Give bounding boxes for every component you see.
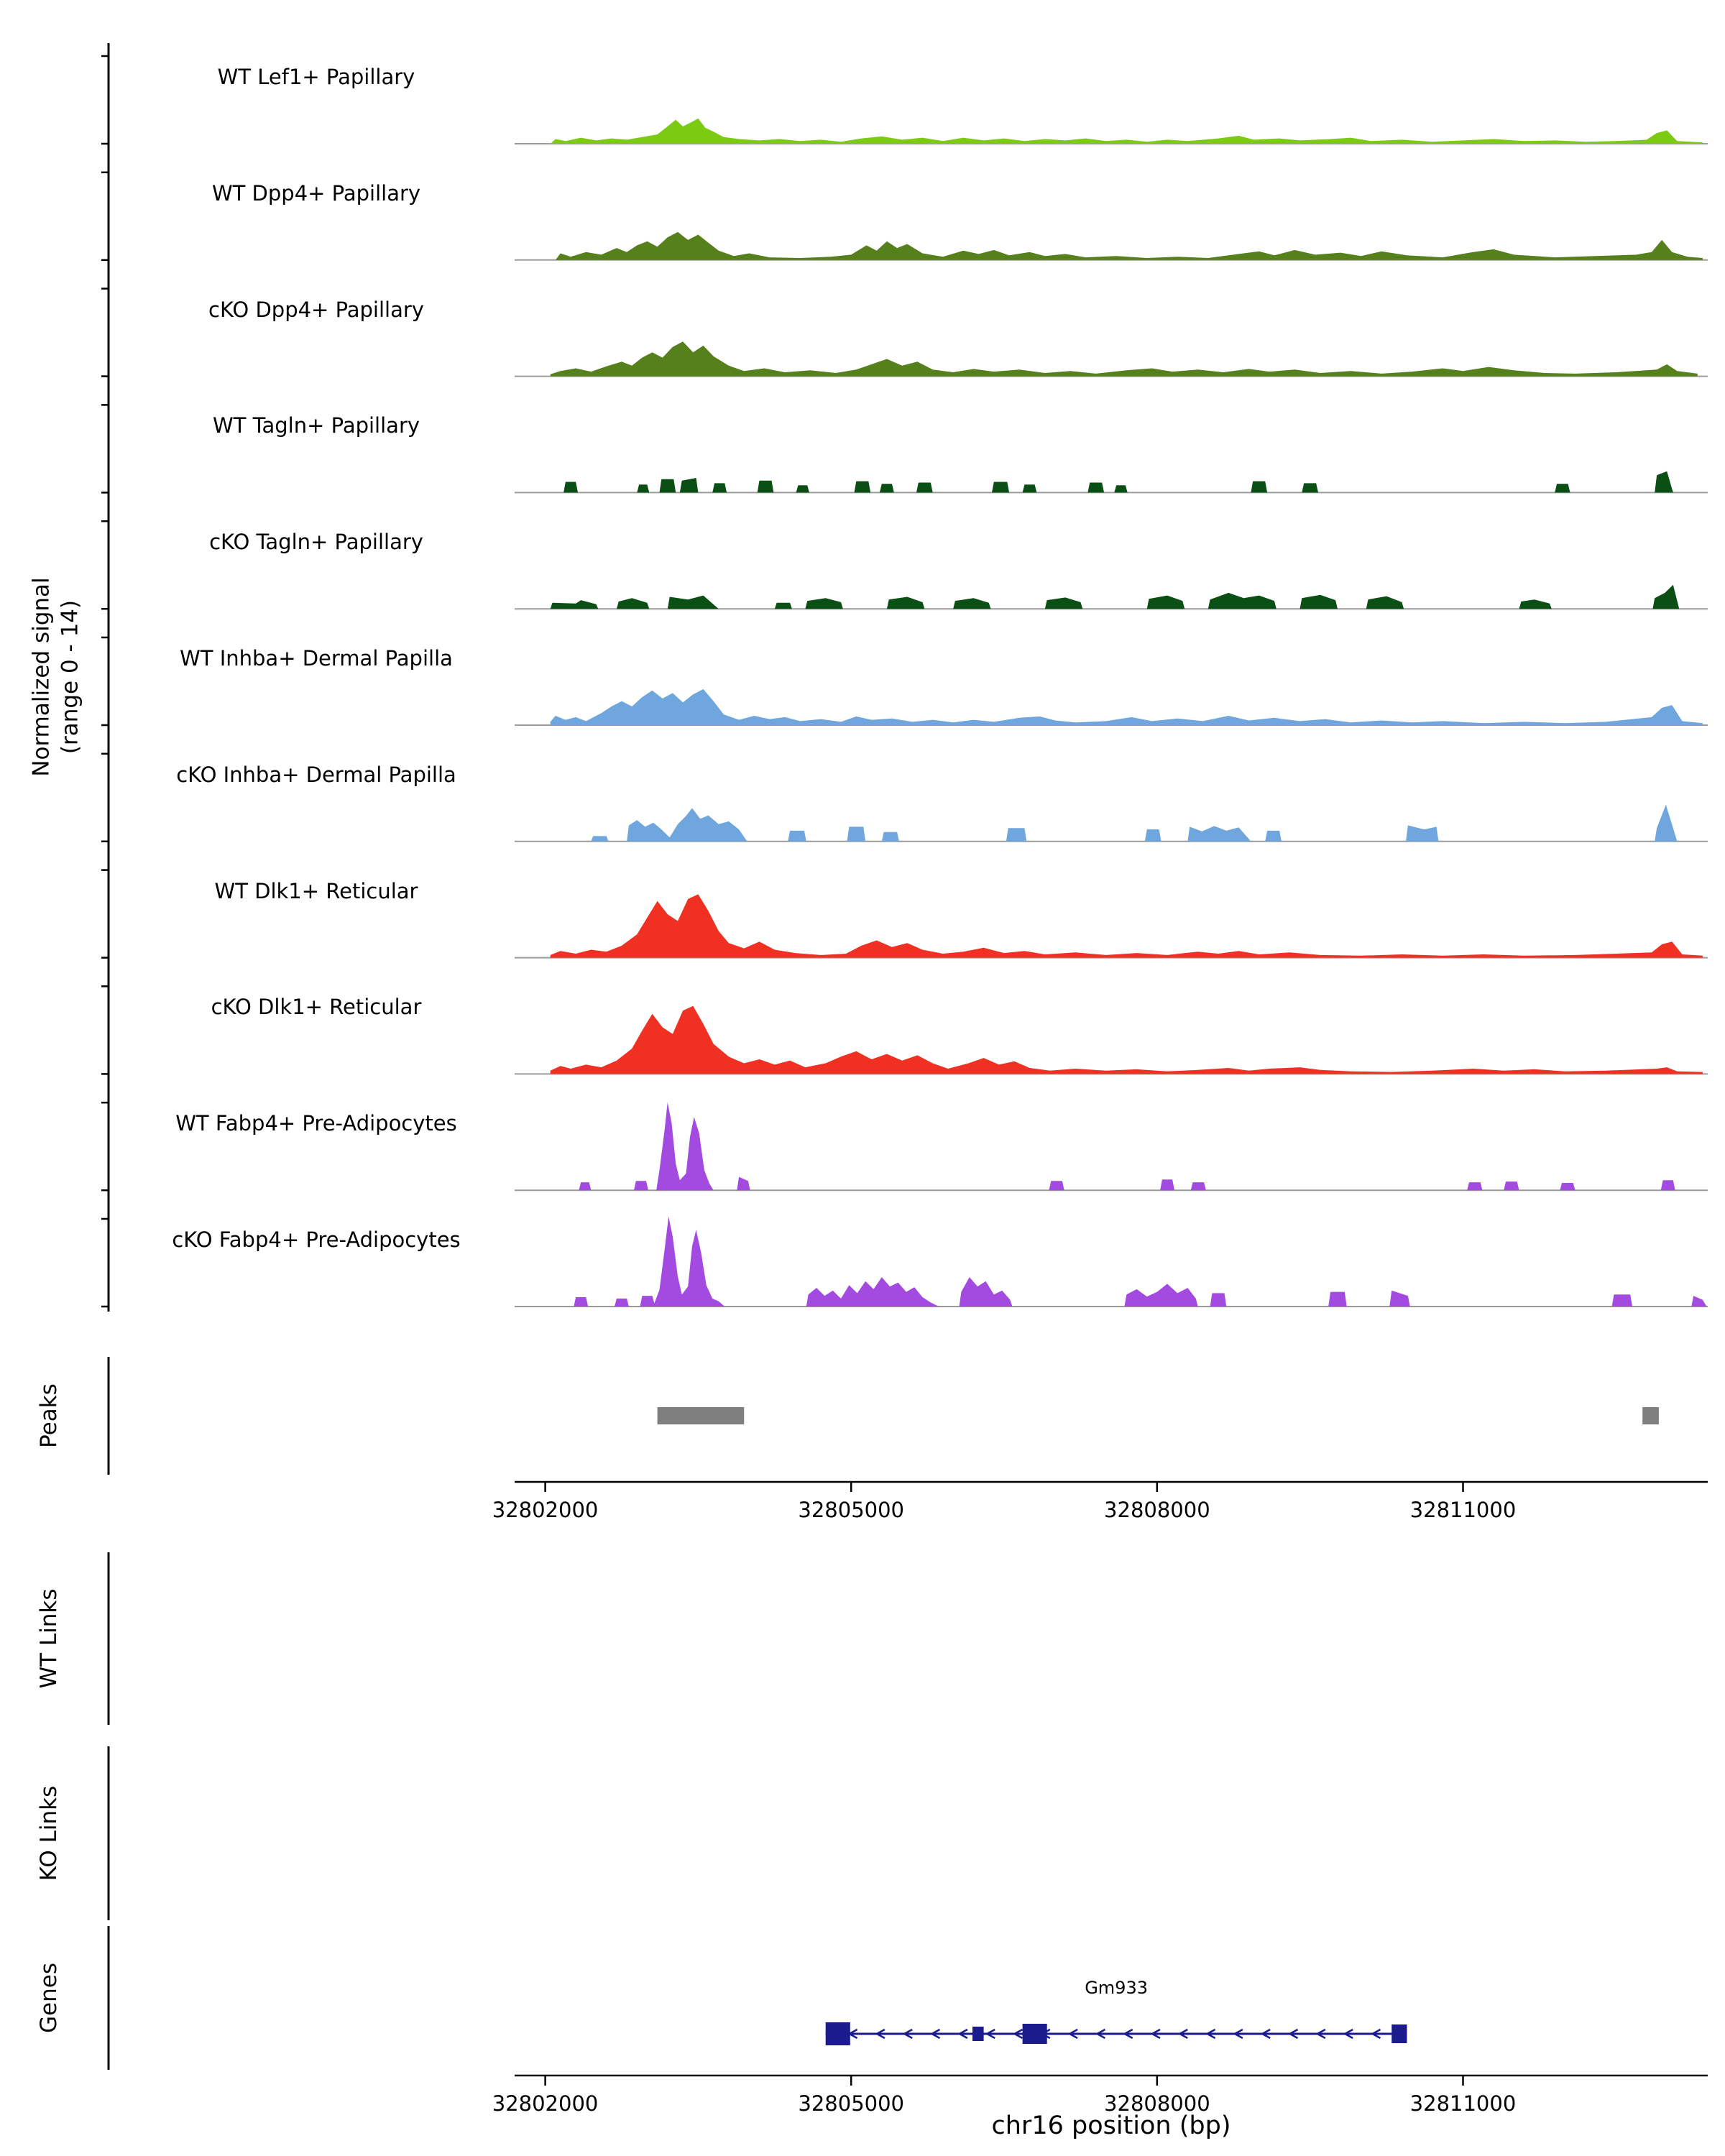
strand-arrow-left <box>929 2028 941 2040</box>
strand-arrow-left <box>1067 2028 1078 2040</box>
strand-arrow-left <box>902 2028 913 2040</box>
signal-area <box>579 1102 1703 1191</box>
strand-arrow-left <box>1123 2028 1133 2040</box>
wt-links-section-label: WT Links <box>35 1588 62 1689</box>
y-axis-label-line2: (range 0 - 14) <box>58 599 83 755</box>
strand-arrow-left <box>1260 2028 1271 2040</box>
signal-area <box>550 1005 1703 1074</box>
strand-arrow-left <box>985 2028 995 2040</box>
gene-exon <box>1392 2024 1407 2043</box>
signal-area <box>591 804 1703 842</box>
strand-arrow-left <box>957 2028 968 2040</box>
y-axis-label: Normalized signal (range 0 - 14) <box>27 577 86 776</box>
strand-arrow-left <box>1012 2028 1024 2040</box>
signal-area <box>550 341 1698 377</box>
signal-area <box>550 688 1703 725</box>
strand-arrow-left <box>1370 2028 1381 2040</box>
strand-arrow-left <box>1315 2028 1326 2040</box>
signal-area <box>550 118 1703 144</box>
gene-exon <box>972 2027 984 2041</box>
signal-area <box>550 584 1703 609</box>
ko-links-section-label: KO Links <box>35 1785 62 1881</box>
peak-region <box>1642 1407 1659 1424</box>
gene-exon <box>825 2022 850 2045</box>
signal-area <box>564 471 1703 493</box>
strand-arrow-left <box>1095 2028 1105 2040</box>
x-axis-title: chr16 position (bp) <box>991 2111 1231 2140</box>
strand-arrow-left <box>1177 2028 1188 2040</box>
peaks-section-label: Peaks <box>35 1383 62 1448</box>
gene-exon <box>1022 2024 1047 2044</box>
strand-arrow-left <box>1150 2028 1161 2040</box>
signal-area <box>574 1216 1707 1307</box>
strand-arrow-left <box>1233 2028 1243 2040</box>
strand-arrow-left <box>1287 2028 1299 2040</box>
strand-arrow-left <box>875 2028 886 2040</box>
strand-arrow-left <box>1205 2028 1216 2040</box>
y-axis-label-line1: Normalized signal <box>28 577 55 777</box>
signal-area <box>555 231 1703 260</box>
genes-section-label: Genes <box>35 1963 62 2033</box>
signal-area <box>550 894 1703 958</box>
strand-arrow-left <box>1343 2028 1353 2040</box>
peak-region <box>657 1407 745 1424</box>
